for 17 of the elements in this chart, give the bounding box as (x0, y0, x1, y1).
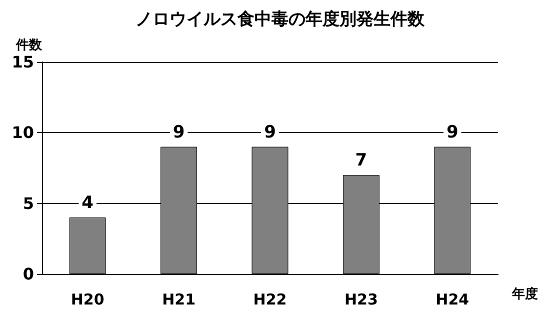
y-tick-label: 5 (22, 194, 34, 213)
x-axis-title: 年度 (511, 286, 538, 302)
x-tick-label: H23 (344, 290, 378, 308)
y-tick-label: 15 (12, 52, 34, 72)
data-label: 9 (264, 122, 276, 142)
x-tick-label: H20 (70, 290, 104, 308)
x-tick-label: H22 (253, 290, 287, 308)
data-label: 9 (446, 122, 458, 142)
data-label: 7 (355, 150, 368, 171)
data-label: 9 (172, 122, 185, 142)
y-tick-label: 10 (12, 123, 34, 142)
x-tick-label: H24 (436, 290, 470, 308)
chart-title: ノロウイルス食中毒の年度別発生件数 (136, 10, 426, 30)
data-label: 4 (82, 192, 94, 213)
y-axis-title: 件数 (15, 38, 43, 53)
y-tick-label: 0 (22, 264, 34, 284)
x-tick-label: H21 (162, 290, 196, 308)
